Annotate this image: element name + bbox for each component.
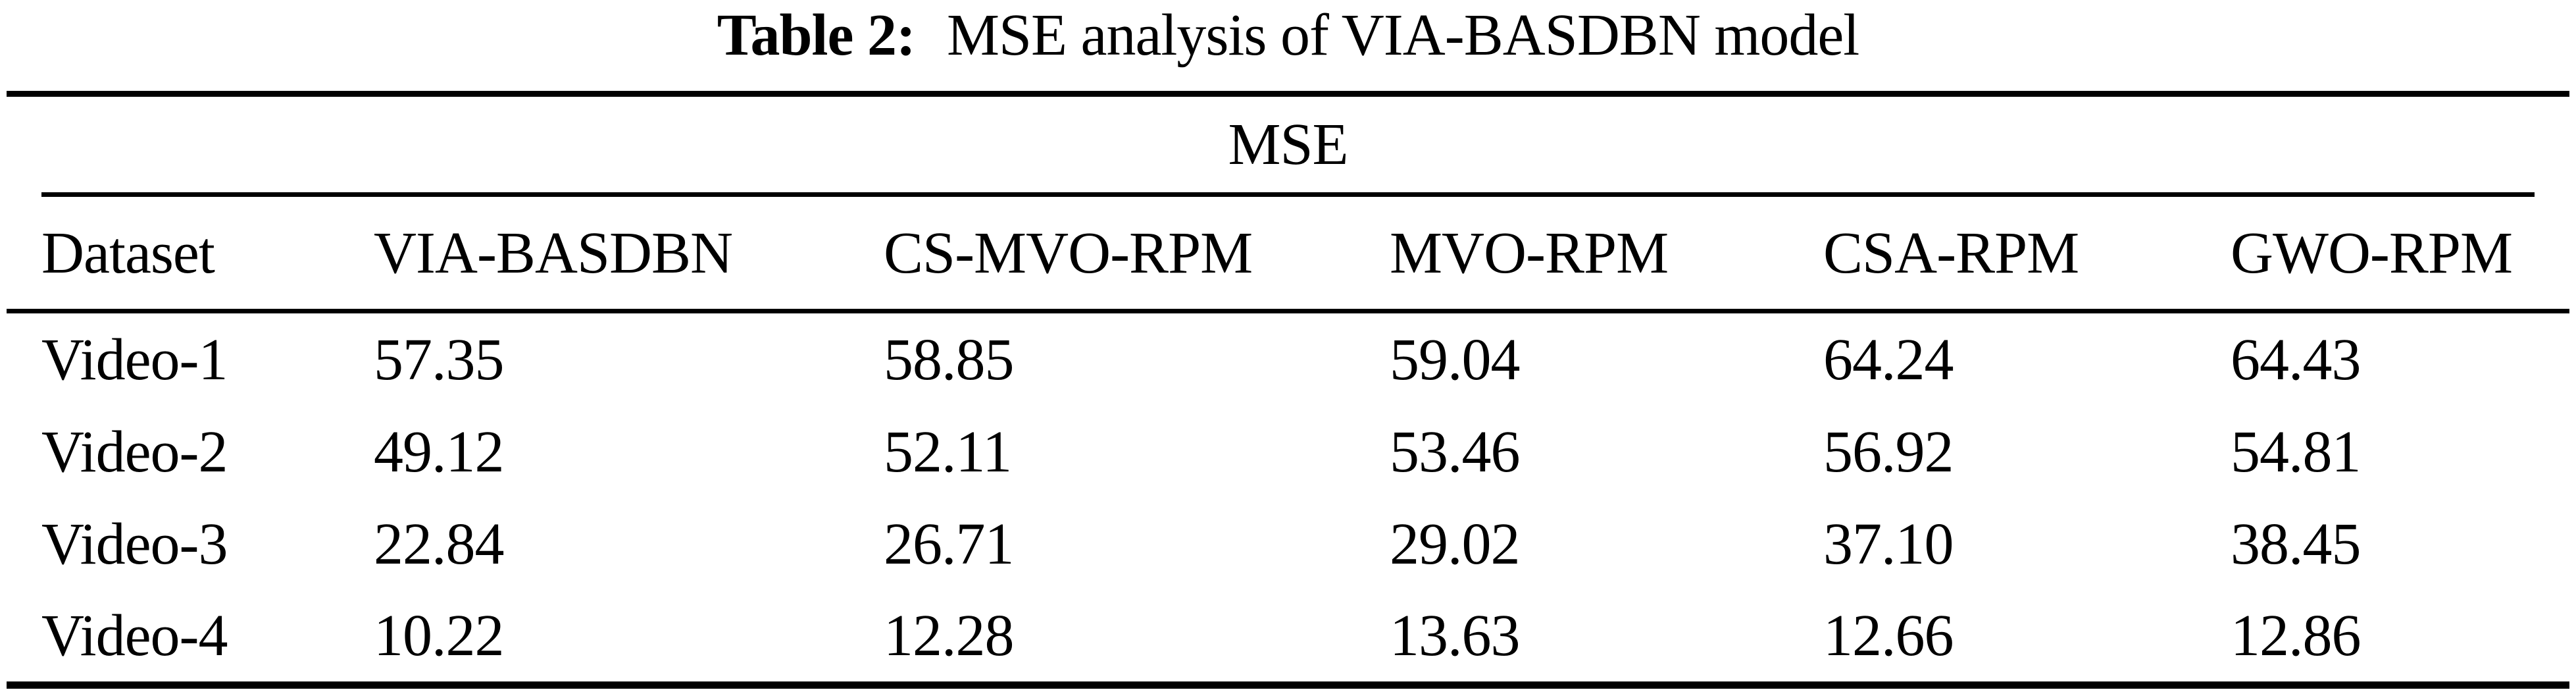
table-cell: 64.43 xyxy=(2231,327,2361,392)
table-cell: 13.63 xyxy=(1390,603,1521,668)
table-caption-text: MSE analysis of VIA-BASDBN model xyxy=(946,3,1859,68)
table-bottom-rule xyxy=(7,681,2569,689)
table-cell: 52.11 xyxy=(884,419,1012,485)
table-caption-label: Table 2: xyxy=(717,3,916,68)
table-cell: 26.71 xyxy=(884,511,1015,577)
table-cell: 64.24 xyxy=(1823,327,1954,392)
table-caption: Table 2: MSE analysis of VIA-BASDBN model xyxy=(7,0,2569,79)
table-row: Video-1 57.35 58.85 59.04 64.24 64.43 xyxy=(41,313,2535,406)
table-cell: 56.92 xyxy=(1823,419,1954,485)
table-cell: 59.04 xyxy=(1390,327,1521,392)
column-header-csa-rpm: CSA-RPM xyxy=(1823,220,2079,286)
row-label: Video-1 xyxy=(41,327,228,392)
table-cell: 38.45 xyxy=(2231,511,2361,577)
table-row: Video-2 49.12 52.11 53.46 56.92 54.81 xyxy=(41,406,2535,498)
column-header-gwo-rpm: GWO-RPM xyxy=(2231,220,2513,286)
table-cell: 37.10 xyxy=(1823,511,1954,577)
table-cell: 10.22 xyxy=(374,603,505,668)
table-cell: 12.28 xyxy=(884,603,1015,668)
table-cell: 29.02 xyxy=(1390,511,1521,577)
table-cell: 53.46 xyxy=(1390,419,1521,485)
column-header-mvo-rpm: MVO-RPM xyxy=(1390,220,1669,286)
table-cell: 22.84 xyxy=(374,511,505,577)
table-cell: 49.12 xyxy=(374,419,505,485)
table-group-header: MSE xyxy=(1228,112,1348,177)
column-header-cs-mvo-rpm: CS-MVO-RPM xyxy=(884,220,1253,286)
row-label: Video-2 xyxy=(41,419,228,485)
table-cell: 54.81 xyxy=(2231,419,2361,485)
row-label: Video-4 xyxy=(41,603,228,668)
table-top-rule xyxy=(7,91,2569,97)
table-header-row: Dataset VIA-BASDBN CS-MVO-RPM MVO-RPM CS… xyxy=(41,197,2535,309)
table-cell: 12.86 xyxy=(2231,603,2361,668)
table-cell: 58.85 xyxy=(884,327,1015,392)
column-header-via-basdbn: VIA-BASDBN xyxy=(374,220,733,286)
table-cell: 12.66 xyxy=(1823,603,1954,668)
table-cell: 57.35 xyxy=(374,327,505,392)
row-label: Video-3 xyxy=(41,511,228,577)
table-header-rule xyxy=(7,309,2569,313)
column-header-dataset: Dataset xyxy=(41,220,215,286)
table-group-header-rule xyxy=(41,192,2535,197)
table-row: Video-4 10.22 12.28 13.63 12.66 12.86 xyxy=(41,590,2535,681)
table-row: Video-3 22.84 26.71 29.02 37.10 38.45 xyxy=(41,498,2535,590)
